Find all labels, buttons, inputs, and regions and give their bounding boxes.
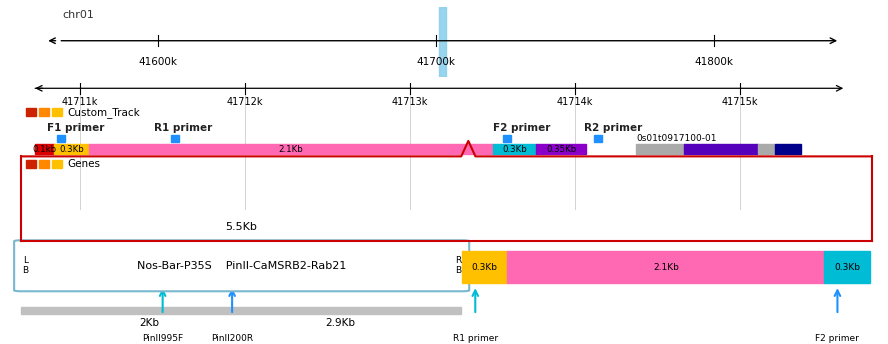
- Text: 41711k: 41711k: [62, 97, 99, 107]
- Text: PinII995F
primer: PinII995F primer: [142, 334, 183, 344]
- Text: 41713k: 41713k: [392, 97, 428, 107]
- Text: 0.3Kb: 0.3Kb: [59, 144, 83, 153]
- Bar: [39, 160, 49, 168]
- Text: R2 primer: R2 primer: [583, 123, 642, 133]
- Bar: [57, 135, 65, 142]
- Text: 2.9Kb: 2.9Kb: [326, 318, 356, 328]
- Text: 2.1Kb: 2.1Kb: [653, 262, 678, 271]
- Bar: [773, 144, 775, 154]
- Bar: [493, 144, 536, 154]
- Bar: [636, 144, 684, 154]
- Text: 0.1kb: 0.1kb: [33, 144, 57, 153]
- Text: R1 primer: R1 primer: [453, 334, 498, 343]
- Text: 0.3Kb: 0.3Kb: [472, 262, 498, 271]
- Bar: [27, 160, 36, 168]
- Text: Genes: Genes: [67, 159, 100, 169]
- Text: 41712k: 41712k: [227, 97, 264, 107]
- Bar: [52, 160, 62, 168]
- Text: R1 primer: R1 primer: [154, 123, 212, 133]
- Bar: [824, 251, 869, 283]
- FancyBboxPatch shape: [14, 240, 469, 291]
- Bar: [39, 108, 49, 116]
- Bar: [507, 251, 824, 283]
- Text: 0.35Kb: 0.35Kb: [546, 144, 576, 153]
- Bar: [536, 144, 586, 154]
- Text: 2Kb: 2Kb: [139, 318, 160, 328]
- Text: 5.5Kb: 5.5Kb: [225, 222, 257, 232]
- Bar: [684, 144, 757, 154]
- Bar: [171, 135, 179, 142]
- Bar: [463, 251, 507, 283]
- Bar: [89, 144, 493, 154]
- Text: 41715k: 41715k: [722, 97, 758, 107]
- Text: Nos-Bar-P35S    PinII-CaMSRB2-Rab21: Nos-Bar-P35S PinII-CaMSRB2-Rab21: [137, 261, 346, 271]
- Text: 0.3Kb: 0.3Kb: [834, 262, 860, 271]
- Bar: [775, 144, 801, 154]
- Text: chr01: chr01: [63, 10, 95, 20]
- Bar: [52, 108, 62, 116]
- Text: F1 primer: F1 primer: [47, 123, 105, 133]
- Text: 0.3Kb: 0.3Kb: [502, 144, 527, 153]
- Bar: [757, 144, 773, 154]
- Text: PinII200R
primer: PinII200R primer: [211, 334, 253, 344]
- Text: F2 primer: F2 primer: [815, 334, 860, 343]
- Bar: [27, 108, 36, 116]
- Bar: [503, 135, 511, 142]
- Bar: [54, 144, 89, 154]
- Bar: [594, 135, 602, 142]
- Text: 41714k: 41714k: [557, 97, 593, 107]
- Text: Custom_Track: Custom_Track: [67, 107, 139, 118]
- Text: 41800k: 41800k: [694, 57, 733, 67]
- Text: R
B: R B: [455, 256, 461, 276]
- Text: 41600k: 41600k: [139, 57, 178, 67]
- Text: 0s01t0917100-01: 0s01t0917100-01: [636, 134, 717, 143]
- Text: L
B: L B: [22, 256, 28, 276]
- Bar: [35, 144, 54, 154]
- Bar: [21, 307, 461, 314]
- Text: F2 primer: F2 primer: [493, 123, 550, 133]
- Text: 41700k: 41700k: [416, 57, 456, 67]
- Bar: [439, 7, 446, 77]
- Text: 2.1Kb: 2.1Kb: [278, 144, 303, 153]
